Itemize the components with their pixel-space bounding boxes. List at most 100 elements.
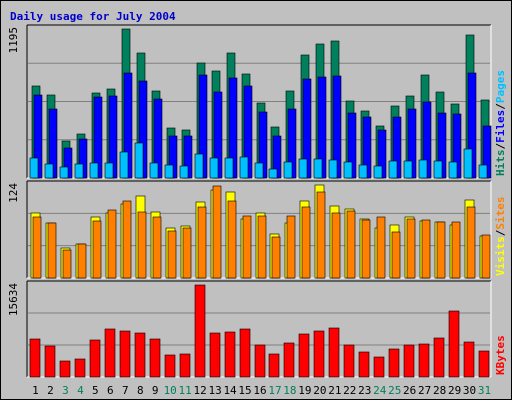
panel-kbytes: 15634 KBytes — [7, 280, 507, 378]
x-tick-label: 6 — [107, 384, 114, 397]
bar-pages-day-3 — [59, 166, 69, 179]
panel-legend: Hits/Files/Pages — [494, 70, 507, 176]
bar-sites-day-15 — [242, 215, 252, 279]
x-tick-label: 2 — [47, 384, 54, 397]
bar-sites-day-16 — [257, 215, 267, 279]
legend-files: Files — [494, 110, 507, 143]
bar-kbytes-day-9 — [149, 338, 161, 378]
x-tick-label: 27 — [418, 384, 431, 397]
x-tick-label: 18 — [283, 384, 296, 397]
bar-sites-day-22 — [346, 210, 356, 279]
bar-pages-day-13 — [209, 157, 219, 179]
bar-pages-day-5 — [89, 162, 99, 179]
bar-pages-day-30 — [463, 148, 473, 179]
bar-kbytes-day-16 — [254, 344, 266, 378]
x-tick-label: 25 — [388, 384, 401, 397]
bar-sites-day-3 — [62, 249, 72, 279]
bar-sites-day-4 — [77, 243, 87, 279]
bar-sites-day-29 — [451, 221, 461, 279]
x-tick-label: 1 — [32, 384, 39, 397]
bar-pages-day-19 — [298, 158, 308, 179]
bar-pages-day-14 — [224, 157, 234, 179]
x-tick-label: 13 — [208, 384, 221, 397]
bar-sites-day-28 — [436, 221, 446, 279]
bar-pages-day-10 — [164, 164, 174, 179]
bar-kbytes-day-22 — [343, 344, 355, 378]
x-tick-label: 11 — [179, 384, 192, 397]
bar-sites-day-27 — [421, 219, 431, 279]
bar-sites-day-2 — [47, 222, 57, 279]
x-tick-label: 10 — [164, 384, 177, 397]
bar-pages-day-31 — [478, 164, 488, 179]
bar-kbytes-day-31 — [478, 350, 490, 378]
bar-kbytes-day-12 — [194, 284, 206, 378]
legend-sep: / — [494, 229, 507, 236]
chart-title: Daily usage for July 2004 — [10, 10, 176, 23]
panel-legend: Visits/Sites — [494, 197, 507, 277]
x-tick-label: 15 — [238, 384, 251, 397]
bar-pages-day-16 — [254, 162, 264, 179]
legend-kbytes: KBytes — [494, 335, 507, 375]
bar-sites-day-9 — [152, 216, 162, 279]
bar-pages-day-28 — [433, 160, 443, 179]
bar-sites-day-6 — [107, 209, 117, 279]
bar-sites-day-8 — [137, 211, 147, 279]
bar-pages-day-21 — [328, 159, 338, 179]
panel-visits_sites: 124 Visits/Sites — [7, 180, 507, 279]
bar-sites-day-24 — [376, 216, 386, 279]
legend-hits: Hits — [494, 150, 507, 177]
bar-pages-day-18 — [283, 161, 293, 179]
bar-pages-day-29 — [448, 161, 458, 179]
legend-sites: Sites — [494, 197, 507, 230]
bar-sites-day-12 — [197, 206, 207, 279]
bar-pages-day-8 — [134, 142, 144, 179]
bar-kbytes-day-28 — [433, 337, 445, 378]
bar-kbytes-day-29 — [448, 310, 460, 378]
bar-sites-day-26 — [406, 218, 416, 279]
bar-kbytes-day-5 — [89, 339, 101, 378]
bar-kbytes-day-2 — [44, 345, 56, 378]
bar-kbytes-day-14 — [224, 331, 236, 378]
x-tick-label: 17 — [268, 384, 281, 397]
series-pages — [29, 142, 488, 179]
bar-pages-day-22 — [343, 161, 353, 179]
bar-kbytes-day-10 — [164, 354, 176, 378]
bar-sites-day-23 — [361, 219, 371, 279]
x-tick-label: 3 — [62, 384, 69, 397]
bar-pages-day-12 — [194, 153, 204, 179]
x-tick-label: 16 — [253, 384, 266, 397]
bar-pages-day-24 — [373, 165, 383, 179]
bar-pages-day-1 — [29, 157, 39, 179]
x-tick-label: 14 — [223, 384, 237, 397]
y-max-label: 15634 — [7, 283, 20, 316]
bar-kbytes-day-21 — [328, 327, 340, 378]
bar-sites-day-19 — [301, 206, 311, 279]
y-max-label: 124 — [7, 183, 20, 203]
bar-pages-day-17 — [268, 168, 278, 179]
x-tick-label: 28 — [433, 384, 446, 397]
bar-sites-day-7 — [122, 200, 132, 279]
x-tick-label: 21 — [328, 384, 341, 397]
bar-pages-day-9 — [149, 162, 159, 179]
bar-pages-day-7 — [119, 151, 129, 179]
bar-pages-day-23 — [358, 164, 368, 179]
x-tick-label: 30 — [463, 384, 476, 397]
x-tick-label: 9 — [152, 384, 159, 397]
x-tick-label: 31 — [478, 384, 491, 397]
bar-pages-day-20 — [313, 158, 323, 179]
x-tick-label: 26 — [403, 384, 416, 397]
bar-sites-day-25 — [391, 231, 401, 279]
x-tick-label: 23 — [358, 384, 371, 397]
bar-kbytes-day-11 — [179, 353, 191, 378]
bar-pages-day-15 — [239, 156, 249, 179]
x-tick-label: 7 — [122, 384, 129, 397]
bar-kbytes-day-25 — [388, 348, 400, 378]
bar-kbytes-day-6 — [104, 328, 116, 378]
series-kbytes — [29, 284, 490, 378]
x-tick-label: 24 — [373, 384, 387, 397]
legend-visits: Visits — [494, 236, 507, 276]
bar-sites-day-5 — [92, 220, 102, 279]
